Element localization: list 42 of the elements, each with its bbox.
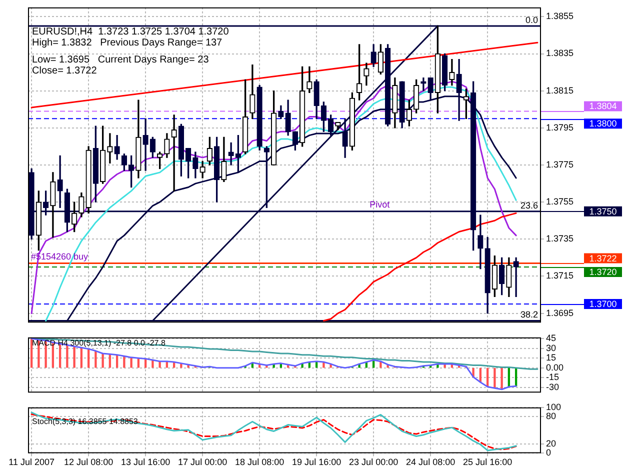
annotation: 38.2 xyxy=(520,310,538,320)
annotation: Pivot xyxy=(370,199,390,210)
y-tick-label: 1.3835 xyxy=(546,48,574,58)
ref-line-label: 1.3700 xyxy=(589,299,617,310)
y-tick-label: 1.3775 xyxy=(546,159,574,170)
y-tick-label: 20 xyxy=(546,438,556,449)
text: EURUSD!,H4 1.3723 1.3725 1.3704 1.3720 xyxy=(32,26,230,38)
annotation: 0.0 xyxy=(525,14,538,25)
y-tick-label: 30 xyxy=(546,342,556,353)
y-tick-label: 45 xyxy=(546,332,556,343)
y-tick-label: 1.3735 xyxy=(546,234,574,244)
y-tick-label: 15 xyxy=(546,352,556,363)
y-tick-label: 1.3855 xyxy=(546,11,574,22)
y-tick-label: 100 xyxy=(546,402,562,412)
x-tick-label: 12 Jul 08:00 xyxy=(64,457,114,468)
x-tick-label: 24 Jul 08:00 xyxy=(406,457,456,468)
y-tick-label: 1.3815 xyxy=(546,85,574,96)
x-tick-label: 11 Jul 2007 xyxy=(8,457,54,468)
ref-line-label: 1.3750 xyxy=(589,206,617,216)
x-tick-label: 13 Jul 16:00 xyxy=(121,457,170,468)
annotation: Close= 1.3722 xyxy=(32,66,98,77)
y-tick-label: 1.3795 xyxy=(546,122,574,132)
ref-line-label: 1.3800 xyxy=(589,118,617,129)
x-tick-label: 23 Jul 00:00 xyxy=(349,457,398,468)
ref-line-label: 1.3720 xyxy=(589,266,617,277)
y-tick-label: 1.3695 xyxy=(546,308,574,318)
y-tick-label: 1.3755 xyxy=(546,196,574,207)
x-tick-label: 17 Jul 00:00 xyxy=(178,457,228,468)
y-tick-label: -15 xyxy=(546,372,560,382)
y-tick-label: 0 xyxy=(546,448,552,458)
ref-line-label: 1.3804 xyxy=(589,101,617,112)
annotation: High= 1.3832 Previous Days Range= 137 xyxy=(32,38,223,49)
x-tick-label: 19 Jul 16:00 xyxy=(292,457,342,468)
annotation: Low= 1.3695 Current Days Range= 23 xyxy=(32,54,210,66)
y-tick-label: 80 xyxy=(546,411,556,422)
annotation: 23.6 xyxy=(520,200,538,210)
y-tick-label: -30 xyxy=(546,382,560,392)
y-tick-label: 1.3715 xyxy=(546,270,574,281)
x-tick-label: 25 Jul 16:00 xyxy=(463,457,512,468)
x-tick-label: 18 Jul 08:00 xyxy=(235,457,284,468)
y-tick-label: 0.00 xyxy=(546,362,564,372)
ref-line-label: 1.3722 xyxy=(589,253,617,264)
